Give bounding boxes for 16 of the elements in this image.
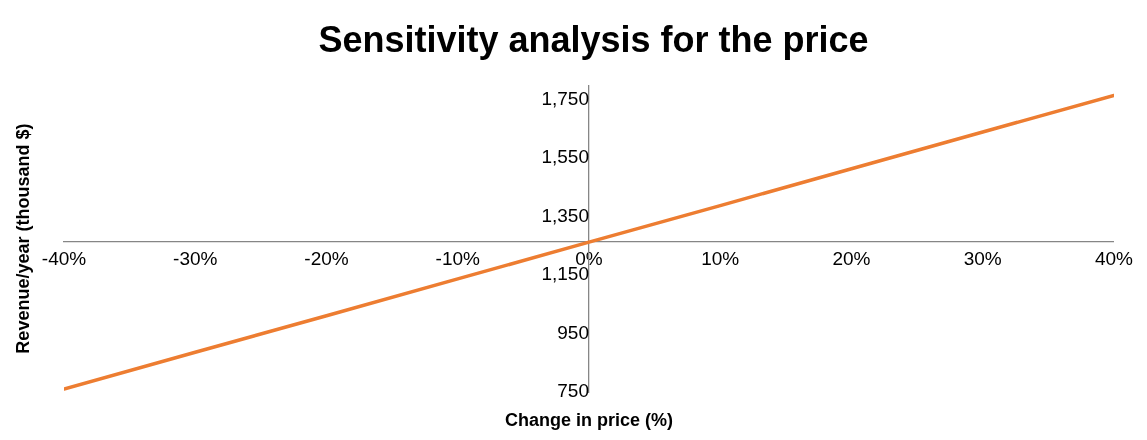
y-axis-title: Revenue/year (thousand $) [12, 123, 33, 354]
y-tick-label: 950 [557, 321, 589, 343]
x-tick-label: 40% [1094, 247, 1134, 269]
x-tick-label: -10% [435, 247, 481, 269]
y-tick-label: 750 [557, 380, 589, 402]
x-tick-label: -40% [41, 247, 87, 269]
x-tick-label: 20% [832, 247, 871, 269]
x-tick-label: -20% [304, 247, 349, 269]
y-tick-label: 1,550 [541, 146, 589, 168]
chart-title: Sensitivity analysis for the price [318, 18, 869, 60]
x-tick-label: -30% [173, 247, 218, 269]
x-tick-label: 30% [963, 247, 1002, 269]
x-axis-title: Change in price (%) [504, 409, 674, 430]
y-tick-label: 1,350 [541, 204, 589, 226]
y-tick-label: 1,750 [541, 88, 589, 110]
x-tick-label: 10% [701, 247, 740, 269]
